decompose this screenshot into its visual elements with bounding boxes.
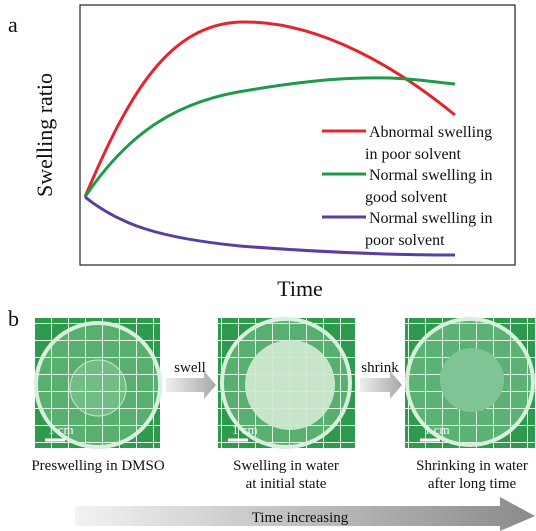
caption: Preswelling in DMSO: [31, 458, 165, 474]
caption: at initial state: [246, 476, 327, 492]
caption: after long time: [428, 476, 517, 492]
legend-text: good solvent: [365, 189, 448, 206]
caption: Swelling in water: [233, 458, 339, 474]
legend-text: in poor solvent: [365, 146, 462, 163]
panel-label: b: [8, 306, 19, 331]
time-arrow: [75, 497, 535, 531]
caption: Shrinking in water: [416, 458, 528, 474]
captions: Preswelling in DMSO Swelling in water at…: [31, 458, 528, 492]
photo: 1 cm: [405, 317, 535, 448]
curve: [84, 195, 456, 257]
photo: 1 cm: [218, 317, 355, 449]
scale-bar-label: 1 cm: [48, 422, 74, 437]
legend-text: Normal swelling in: [369, 210, 493, 227]
panel-label: a: [8, 12, 18, 37]
arrow: [360, 371, 402, 399]
curve: [83, 76, 456, 198]
legend: Abnormal swelling in poor solvent Normal…: [365, 124, 493, 249]
time-arrow-label: Time increasing: [252, 510, 349, 526]
photo: 1 cm: [34, 318, 162, 449]
x-axis-label: Time: [277, 276, 323, 301]
plot-frame: [79, 4, 516, 266]
legend-text: poor solvent: [365, 232, 445, 249]
legend-text: Normal swelling in: [369, 167, 493, 184]
scale-bar-label: 1 cm: [424, 422, 450, 437]
curve: [83, 20, 456, 198]
y-axis-label: Swelling ratio: [32, 73, 57, 197]
arrow: [166, 371, 216, 399]
scale-bar-label: 1 cm: [232, 422, 258, 437]
legend-text: Abnormal swelling: [369, 124, 492, 141]
arrow-label: shrink: [361, 360, 399, 376]
arrow-label: swell: [174, 360, 206, 376]
